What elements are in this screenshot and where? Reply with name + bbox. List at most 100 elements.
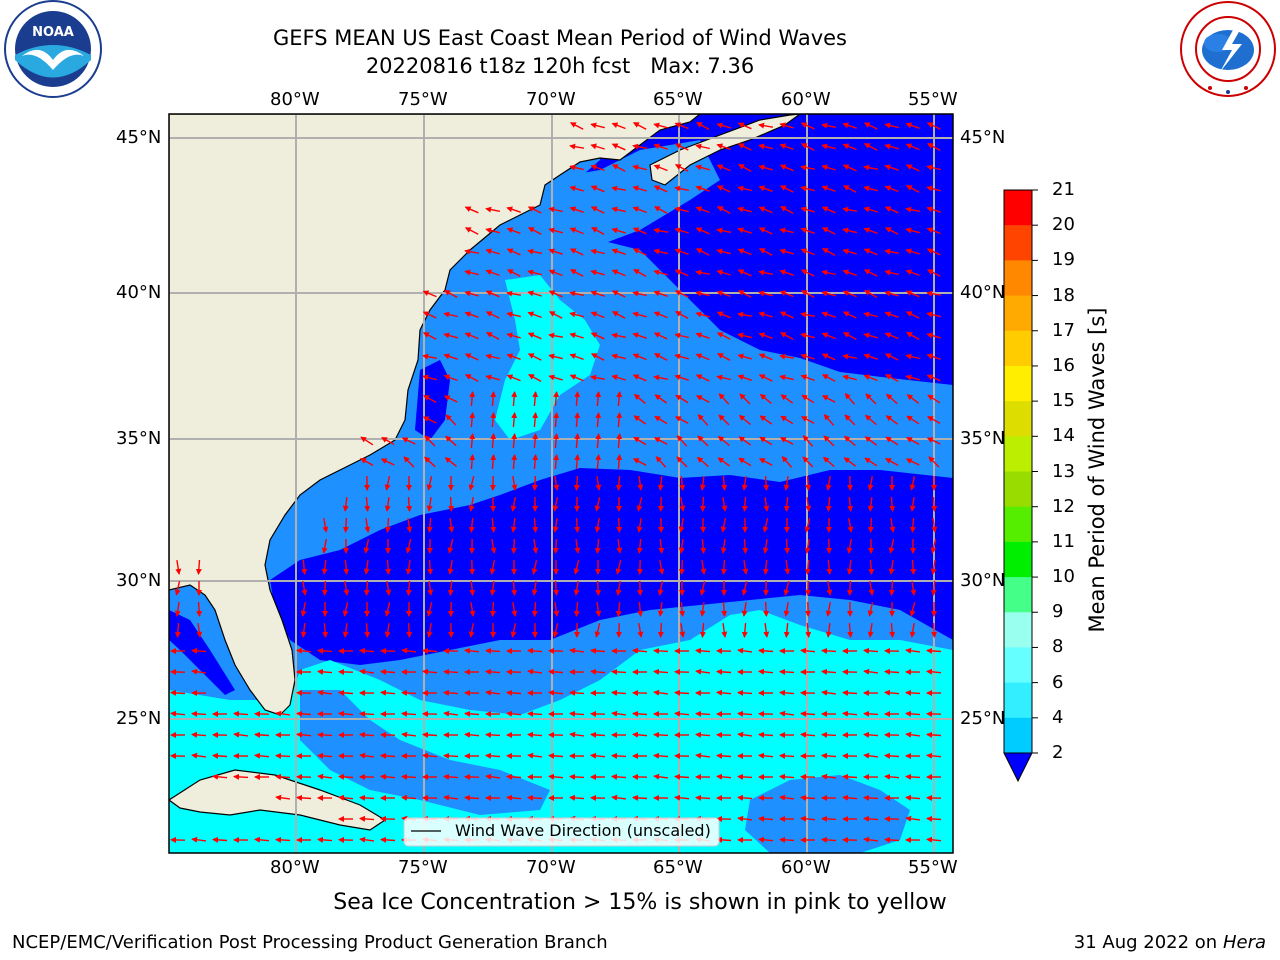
wind-wave-arrow bbox=[703, 497, 704, 511]
wind-wave-arrow bbox=[759, 651, 773, 652]
wind-wave-arrow bbox=[486, 651, 500, 652]
wind-wave-arrow bbox=[213, 756, 227, 757]
colorbar-tick-label: 11 bbox=[1052, 531, 1075, 552]
wind-wave-arrow bbox=[892, 623, 893, 637]
wind-wave-arrow bbox=[822, 819, 836, 820]
colorbar-tick-label: 15 bbox=[1052, 390, 1075, 411]
colorbar-tick-label: 2 bbox=[1052, 742, 1063, 763]
wind-wave-arrow bbox=[381, 840, 395, 841]
wind-wave-arrow bbox=[367, 581, 368, 595]
wind-wave-arrow bbox=[745, 497, 746, 511]
colorbar-segment bbox=[1004, 647, 1032, 683]
wind-wave-arrow bbox=[906, 693, 920, 694]
colorbar-tick-label: 16 bbox=[1052, 355, 1075, 376]
wind-wave-arrow bbox=[682, 560, 683, 574]
wind-wave-arrow bbox=[535, 602, 536, 616]
wind-wave-arrow bbox=[297, 798, 311, 799]
colorbar-tick-label: 14 bbox=[1052, 425, 1075, 446]
wind-wave-arrow bbox=[388, 560, 389, 574]
wind-wave-arrow bbox=[703, 623, 704, 637]
lon-label-top: 55°W bbox=[908, 89, 958, 110]
colorbar-tick-label: 20 bbox=[1052, 214, 1075, 235]
wind-wave-arrow bbox=[885, 672, 899, 673]
wind-wave-arrow bbox=[906, 777, 920, 778]
lat-label-left: 40°N bbox=[116, 282, 161, 303]
colorbar-segment bbox=[1004, 260, 1032, 296]
wind-wave-arrow bbox=[549, 672, 563, 673]
wind-wave-arrow bbox=[199, 560, 200, 574]
colorbar-tick-label: 17 bbox=[1052, 320, 1075, 341]
wind-wave-arrow bbox=[318, 735, 332, 736]
wind-wave-arrow bbox=[346, 518, 347, 532]
wind-wave-arrow bbox=[738, 777, 752, 778]
colorbar-tick-label: 18 bbox=[1052, 285, 1075, 306]
wind-wave-arrow bbox=[556, 581, 557, 595]
footer-credit: NCEP/EMC/Verification Post Processing Pr… bbox=[12, 932, 608, 953]
wind-wave-arrow bbox=[717, 672, 731, 673]
lon-label-bottom: 65°W bbox=[653, 857, 703, 878]
wind-wave-arrow bbox=[318, 651, 332, 652]
wind-wave-arrow bbox=[843, 693, 857, 694]
wind-wave-arrow bbox=[577, 476, 578, 490]
wind-wave-arrow bbox=[507, 693, 521, 694]
wind-wave-arrow bbox=[451, 497, 452, 511]
wind-wave-arrow bbox=[381, 756, 395, 757]
wind-wave-arrow bbox=[549, 756, 563, 757]
colorbar-segment bbox=[1004, 401, 1032, 437]
wind-wave-arrow bbox=[780, 672, 794, 673]
wind-wave-arrow bbox=[402, 777, 416, 778]
wind-wave-arrow bbox=[556, 539, 557, 553]
wind-wave-arrow bbox=[507, 777, 521, 778]
wind-wave-arrow bbox=[822, 735, 836, 736]
lon-label-top: 80°W bbox=[270, 89, 320, 110]
lon-label-bottom: 70°W bbox=[526, 857, 576, 878]
wind-wave-arrow bbox=[339, 693, 353, 694]
wind-wave-arrow bbox=[885, 840, 899, 841]
wind-wave-arrow bbox=[724, 560, 725, 574]
wind-wave-arrow bbox=[927, 735, 941, 736]
wind-wave-arrow bbox=[717, 756, 731, 757]
wind-wave-arrow bbox=[759, 735, 773, 736]
wind-wave-arrow bbox=[864, 798, 878, 799]
lat-label-right: 25°N bbox=[960, 708, 1005, 729]
colorbar-segment bbox=[1004, 683, 1032, 719]
wind-wave-arrow bbox=[780, 840, 794, 841]
wind-wave-arrow bbox=[325, 581, 326, 595]
wind-wave-arrow bbox=[570, 693, 584, 694]
lat-label-right: 40°N bbox=[960, 282, 1005, 303]
wind-wave-arrow bbox=[738, 693, 752, 694]
wind-wave-arrow bbox=[591, 735, 605, 736]
wind-wave-arrow bbox=[745, 539, 746, 553]
colorbar-segment bbox=[1004, 507, 1032, 543]
wind-wave-arrow bbox=[360, 798, 374, 799]
wind-wave-arrow bbox=[927, 819, 941, 820]
footer-host: Hera bbox=[1223, 932, 1266, 953]
wind-wave-arrow bbox=[766, 602, 767, 616]
lat-label-right: 30°N bbox=[960, 570, 1005, 591]
colorbar-segment bbox=[1004, 296, 1032, 332]
wind-wave-arrow bbox=[444, 756, 458, 757]
lat-label-left: 45°N bbox=[116, 127, 161, 148]
colorbar-tick-label: 13 bbox=[1052, 461, 1075, 482]
wind-wave-arrow bbox=[276, 756, 290, 757]
wind-wave-arrow bbox=[822, 651, 836, 652]
wind-wave-arrow bbox=[927, 651, 941, 652]
wind-wave-arrow bbox=[297, 714, 311, 715]
wind-wave-arrow bbox=[423, 651, 437, 652]
wind-wave-arrow bbox=[598, 581, 599, 595]
footer-date: 31 Aug 2022 on Hera bbox=[1074, 932, 1266, 953]
colorbar-extend bbox=[1004, 753, 1032, 781]
wind-wave-arrow bbox=[276, 840, 290, 841]
wind-wave-arrow bbox=[759, 819, 773, 820]
colorbar-segment bbox=[1004, 718, 1032, 754]
wind-wave-arrow bbox=[619, 518, 620, 532]
colorbar-tick-label: 8 bbox=[1052, 636, 1063, 657]
wind-wave-arrow bbox=[528, 714, 542, 715]
wind-wave-arrow bbox=[801, 798, 815, 799]
lon-label-bottom: 55°W bbox=[908, 857, 958, 878]
wind-wave-arrow bbox=[885, 756, 899, 757]
wind-wave-arrow bbox=[913, 518, 914, 532]
colorbar-segment bbox=[1004, 612, 1032, 648]
colorbar-tick-label: 4 bbox=[1052, 707, 1063, 728]
wind-wave-arrow bbox=[213, 840, 227, 841]
